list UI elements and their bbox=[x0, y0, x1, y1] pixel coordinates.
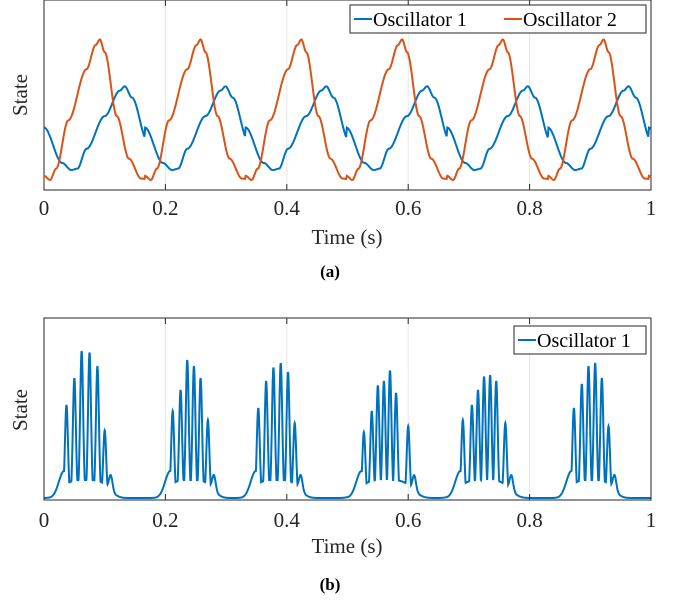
legend-label-oscillator-1-a: Oscillator 1 bbox=[373, 9, 467, 31]
x-tick-label-a: 0.2 bbox=[152, 196, 178, 220]
x-tick-label-b: 1 bbox=[646, 508, 657, 532]
series-lines-b bbox=[44, 350, 651, 499]
legend-a: Oscillator 1 Oscillator 2 bbox=[349, 4, 647, 34]
series-line-oscillator-2-a bbox=[43, 38, 652, 182]
panel-caption-a: (a) bbox=[320, 262, 340, 281]
legend-b: Oscillator 1 bbox=[513, 325, 647, 355]
chart-panel-b: 0 0.2 0.4 0.6 0.8 1 Time (s) State (b) Oscill… bbox=[8, 317, 657, 594]
legend-label-oscillator-2-a: Oscillator 2 bbox=[523, 9, 617, 31]
panel-caption-b: (b) bbox=[320, 575, 341, 594]
x-ticks-a: 0 0.2 0.4 0.6 0.8 1 bbox=[39, 0, 657, 220]
series-line-oscillator-1-b bbox=[44, 350, 651, 499]
x-tick-label-b: 0.8 bbox=[516, 508, 542, 532]
legend-label-oscillator-1-b: Oscillator 1 bbox=[537, 330, 631, 352]
x-tick-label-b: 0.2 bbox=[152, 508, 178, 532]
x-tick-label-b: 0.4 bbox=[274, 508, 301, 532]
series-lines-a bbox=[43, 38, 652, 182]
x-tick-label-a: 0.6 bbox=[395, 196, 421, 220]
x-tick-label-b: 0 bbox=[39, 508, 50, 532]
x-tick-label-a: 0 bbox=[39, 196, 50, 220]
y-axis-label-a: State bbox=[8, 74, 32, 116]
y-axis-label-b: State bbox=[8, 389, 32, 431]
x-tick-label-a: 0.4 bbox=[274, 196, 301, 220]
legend-box-a bbox=[349, 4, 647, 34]
series-line-oscillator-1-a bbox=[43, 85, 652, 172]
x-tick-label-a: 0.8 bbox=[516, 196, 542, 220]
x-axis-label-b: Time (s) bbox=[312, 534, 383, 558]
chart-panel-a: 0 0.2 0.4 0.6 0.8 1 Time (s) State (a) Oscill… bbox=[8, 0, 656, 281]
x-tick-label-a: 1 bbox=[646, 196, 657, 220]
x-ticks-b: 0 0.2 0.4 0.6 0.8 1 bbox=[39, 318, 657, 532]
x-tick-label-b: 0.6 bbox=[395, 508, 421, 532]
x-axis-label-a: Time (s) bbox=[312, 225, 383, 249]
